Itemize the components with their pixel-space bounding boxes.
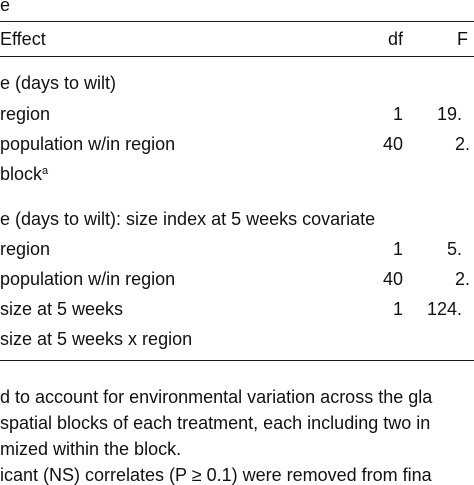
section-title: e (days to wilt): size index at 5 weeks … [0, 209, 376, 229]
row-effect: blocka [0, 165, 48, 183]
row-effect: region [0, 104, 51, 124]
header-f: F [457, 29, 468, 49]
row-effect: region [0, 239, 51, 259]
row-f: 2. [455, 269, 471, 289]
footnote-marker: a [42, 165, 49, 177]
header-effect: Effect [0, 29, 46, 49]
footnote-line: icant (NS) correlates (P ≥ 0.1) were rem… [0, 465, 432, 485]
row-effect: population w/in region [0, 134, 176, 154]
row-f: 5. [447, 239, 463, 259]
row-df: 1 [392, 104, 403, 124]
header-df: df [387, 29, 403, 49]
row-effect: size at 5 weeks x region [0, 329, 193, 349]
row-effect: population w/in region [0, 269, 176, 289]
row-f: 124. [427, 299, 463, 319]
footnote-line: d to account for environmental variation… [0, 387, 433, 407]
row-effect-label: block [0, 164, 43, 184]
footnote-line: mized within the block. [0, 439, 182, 459]
section-title: e (days to wilt) [0, 73, 117, 93]
table-header-rule [0, 56, 474, 58]
row-df: 1 [392, 299, 403, 319]
row-f: 2. [455, 134, 471, 154]
row-f: 19. [437, 104, 463, 124]
table-top-rule [0, 21, 474, 23]
row-df: 40 [382, 134, 403, 154]
row-df: 40 [382, 269, 403, 289]
footnote-line: spatial blocks of each treatment, each i… [0, 413, 431, 433]
table-bottom-rule [0, 360, 474, 362]
table-caption-fragment: e [0, 0, 11, 15]
row-effect: size at 5 weeks [0, 299, 124, 319]
row-df: 1 [392, 239, 403, 259]
